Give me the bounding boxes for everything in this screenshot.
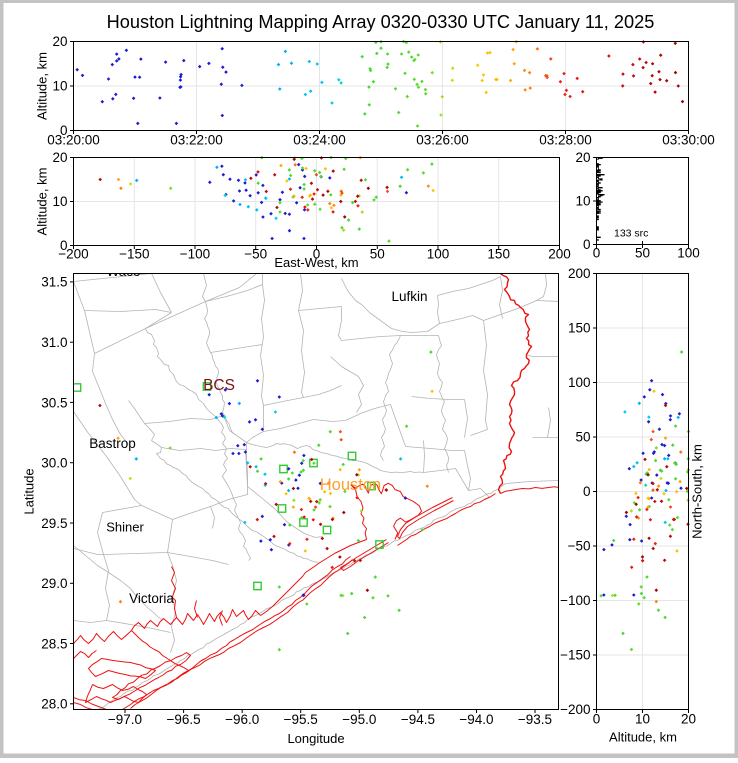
svg-text:−200: −200 — [58, 247, 88, 262]
svg-text:Longitude: Longitude — [287, 731, 344, 746]
svg-text:100: 100 — [568, 375, 591, 390]
svg-text:−50: −50 — [244, 247, 267, 262]
svg-text:10: 10 — [575, 194, 590, 209]
svg-text:100: 100 — [677, 246, 700, 261]
svg-text:Latitude: Latitude — [22, 468, 37, 514]
svg-text:03:20:00: 03:20:00 — [47, 133, 100, 148]
svg-text:30.5: 30.5 — [41, 395, 67, 410]
svg-text:03:28:00: 03:28:00 — [539, 133, 592, 148]
svg-text:100: 100 — [427, 247, 450, 262]
svg-text:20: 20 — [52, 150, 67, 165]
svg-text:150: 150 — [487, 247, 510, 262]
svg-text:−150: −150 — [560, 648, 590, 663]
svg-text:0: 0 — [60, 238, 68, 253]
svg-text:BCS: BCS — [203, 377, 235, 394]
svg-text:03:26:00: 03:26:00 — [416, 133, 469, 148]
svg-text:29.5: 29.5 — [41, 516, 67, 531]
svg-text:150: 150 — [568, 321, 591, 336]
svg-text:133 src: 133 src — [614, 228, 648, 240]
svg-text:North-South, km: North-South, km — [690, 444, 705, 539]
svg-text:Shiner: Shiner — [106, 520, 144, 535]
svg-text:50: 50 — [370, 247, 385, 262]
svg-text:0: 0 — [313, 247, 321, 262]
svg-text:10: 10 — [635, 712, 650, 727]
svg-text:31.5: 31.5 — [41, 275, 67, 290]
svg-text:Bastrop: Bastrop — [89, 436, 136, 451]
svg-text:−97.0: −97.0 — [108, 712, 142, 727]
svg-text:30.0: 30.0 — [41, 456, 67, 471]
svg-text:10: 10 — [52, 194, 67, 209]
svg-text:−96.0: −96.0 — [225, 712, 259, 727]
svg-text:Houston Lightning Mapping Arra: Houston Lightning Mapping Array 0320-033… — [107, 12, 655, 32]
svg-text:−100: −100 — [560, 593, 590, 608]
svg-text:Altitude, km: Altitude, km — [35, 168, 50, 236]
svg-text:−100: −100 — [180, 247, 210, 262]
svg-text:50: 50 — [635, 246, 650, 261]
svg-text:28.5: 28.5 — [41, 636, 67, 651]
svg-text:50: 50 — [575, 430, 590, 445]
svg-text:0: 0 — [583, 237, 591, 252]
svg-text:−93.5: −93.5 — [518, 712, 552, 727]
svg-text:−94.5: −94.5 — [401, 712, 435, 727]
svg-text:East-West, km: East-West, km — [274, 255, 358, 270]
svg-text:−95.5: −95.5 — [284, 712, 318, 727]
svg-text:20: 20 — [575, 150, 590, 165]
svg-text:−50: −50 — [568, 539, 591, 554]
svg-text:0: 0 — [593, 712, 601, 727]
svg-text:Houston: Houston — [320, 476, 381, 494]
svg-text:Altitude, km: Altitude, km — [35, 52, 50, 120]
svg-text:200: 200 — [548, 247, 571, 262]
svg-text:20: 20 — [52, 34, 67, 49]
svg-text:28.0: 28.0 — [41, 697, 67, 712]
svg-text:−96.5: −96.5 — [167, 712, 201, 727]
svg-text:Lufkin: Lufkin — [391, 289, 427, 304]
svg-text:−150: −150 — [119, 247, 149, 262]
svg-text:10: 10 — [52, 79, 67, 94]
svg-text:200: 200 — [568, 266, 591, 281]
svg-text:0: 0 — [60, 123, 68, 138]
svg-text:20: 20 — [681, 712, 696, 727]
svg-text:Victoria: Victoria — [129, 591, 174, 606]
svg-text:0: 0 — [593, 246, 601, 261]
svg-text:03:30:00: 03:30:00 — [662, 133, 715, 148]
svg-text:03:24:00: 03:24:00 — [293, 133, 346, 148]
svg-text:31.0: 31.0 — [41, 335, 67, 350]
svg-text:03:22:00: 03:22:00 — [170, 133, 223, 148]
svg-text:0: 0 — [583, 484, 591, 499]
svg-text:Waco: Waco — [106, 264, 140, 279]
svg-text:−95.0: −95.0 — [342, 712, 376, 727]
svg-text:Altitude, km: Altitude, km — [609, 730, 677, 745]
svg-text:−200: −200 — [560, 702, 590, 717]
svg-text:−94.0: −94.0 — [459, 712, 493, 727]
svg-text:29.0: 29.0 — [41, 576, 67, 591]
